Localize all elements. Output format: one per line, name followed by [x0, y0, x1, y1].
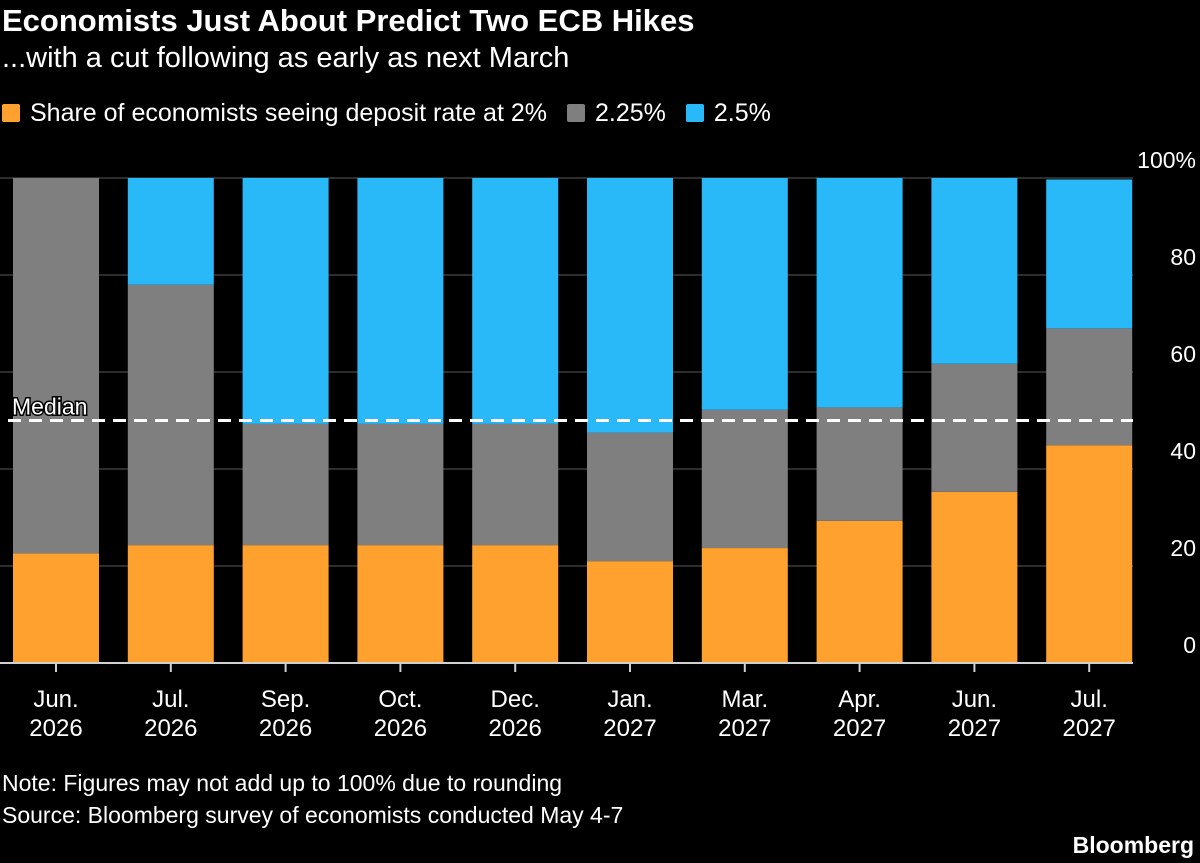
x-tick-label: 2026 [489, 715, 542, 740]
bar-segment-series-0 [357, 545, 444, 663]
legend-label-2-25pct: 2.25% [594, 98, 666, 127]
bar-segment-series-2 [931, 178, 1018, 364]
x-tick-label: Oct. [378, 686, 422, 713]
bar-segment-series-1 [816, 407, 903, 521]
x-tick-label: Jan. [607, 686, 652, 713]
bar-segment-series-1 [127, 284, 214, 546]
x-tick-label: Mar. [721, 686, 768, 713]
bar-segment-series-0 [127, 545, 214, 663]
x-tick-label: Jul. [152, 686, 189, 713]
y-tick-label: 60 [1170, 341, 1196, 367]
bar-segment-series-0 [242, 545, 329, 663]
x-tick-label: Apr. [838, 686, 881, 713]
bar-segment-series-0 [587, 561, 673, 663]
bar-segment-series-1 [587, 432, 673, 562]
bar-segment-series-2 [587, 178, 673, 433]
chart-subtitle: ...with a cut following as early as next… [2, 42, 570, 74]
bar-segment-series-0 [816, 520, 903, 663]
bar-segment-series-1 [1046, 328, 1133, 446]
y-tick-label: 0 [1183, 632, 1196, 658]
bloomberg-logo: Bloomberg [1072, 832, 1194, 858]
bar-segment-series-1 [357, 423, 444, 546]
stacked-bar-chart: 020406080100%Jun.2026Jul.2026Sep.2026Oct… [0, 147, 1196, 740]
x-tick-label: 2027 [603, 715, 656, 740]
bar-segment-series-1 [931, 363, 1018, 492]
median-label: Median [12, 394, 87, 420]
bar-segment-series-0 [13, 553, 99, 663]
legend-label-2-5pct: 2.5% [713, 98, 771, 127]
x-tick-label: 2027 [948, 715, 1001, 740]
bar-segment-series-2 [242, 178, 329, 424]
y-tick-label: 80 [1170, 244, 1196, 270]
y-tick-label: 20 [1170, 535, 1196, 561]
bar-segment-series-2 [701, 178, 788, 410]
x-tick-label: 2027 [718, 715, 771, 740]
x-tick-label: 2026 [374, 715, 427, 740]
x-tick-label: 2027 [833, 715, 886, 740]
legend-swatch-2pct [2, 104, 20, 122]
x-tick-label: Jul. [1071, 686, 1108, 713]
chart-note: Note: Figures may not add up to 100% due… [2, 770, 563, 796]
legend-swatch-2-5pct [685, 104, 704, 122]
bar-segment-series-0 [931, 491, 1018, 663]
x-tick-label: 2026 [259, 715, 312, 740]
x-tick-label: 2027 [1063, 715, 1116, 740]
bar-segment-series-2 [472, 178, 559, 424]
y-tick-label: 100% [1137, 147, 1196, 173]
bar-segment-series-0 [1046, 445, 1133, 663]
y-tick-label: 40 [1170, 438, 1196, 464]
x-tick-label: Sep. [261, 686, 310, 713]
bar-segment-series-2 [127, 178, 214, 285]
legend-item-2pct: Share of economists seeing deposit rate … [2, 99, 547, 128]
bar-segment-series-1 [13, 178, 99, 554]
bar-segment-series-0 [472, 545, 559, 663]
legend-swatch-2-25pct [566, 104, 585, 122]
bar-segment-series-1 [242, 423, 329, 546]
x-tick-label: Dec. [491, 686, 540, 713]
legend-item-2-5pct: 2.5% [685, 98, 771, 128]
legend-label-2pct: Share of economists seeing deposit rate … [30, 98, 547, 127]
chart-title: Economists Just About Predict Two ECB Hi… [2, 3, 695, 38]
bar-segment-series-0 [701, 548, 788, 663]
legend-item-2-25pct: 2.25% [566, 98, 666, 128]
chart-source: Source: Bloomberg survey of economists c… [2, 802, 624, 828]
bar-segment-series-2 [816, 178, 903, 408]
x-tick-label: Jun. [33, 686, 78, 713]
bar-segment-series-2 [1046, 179, 1133, 329]
legend: Share of economists seeing deposit rate … [2, 96, 791, 130]
x-tick-label: Jun. [952, 686, 997, 713]
bar-segment-series-2 [357, 178, 444, 424]
bar-segment-series-1 [472, 423, 559, 546]
x-tick-label: 2026 [29, 715, 82, 740]
x-tick-label: 2026 [144, 715, 197, 740]
bar-segment-series-1 [701, 409, 788, 549]
